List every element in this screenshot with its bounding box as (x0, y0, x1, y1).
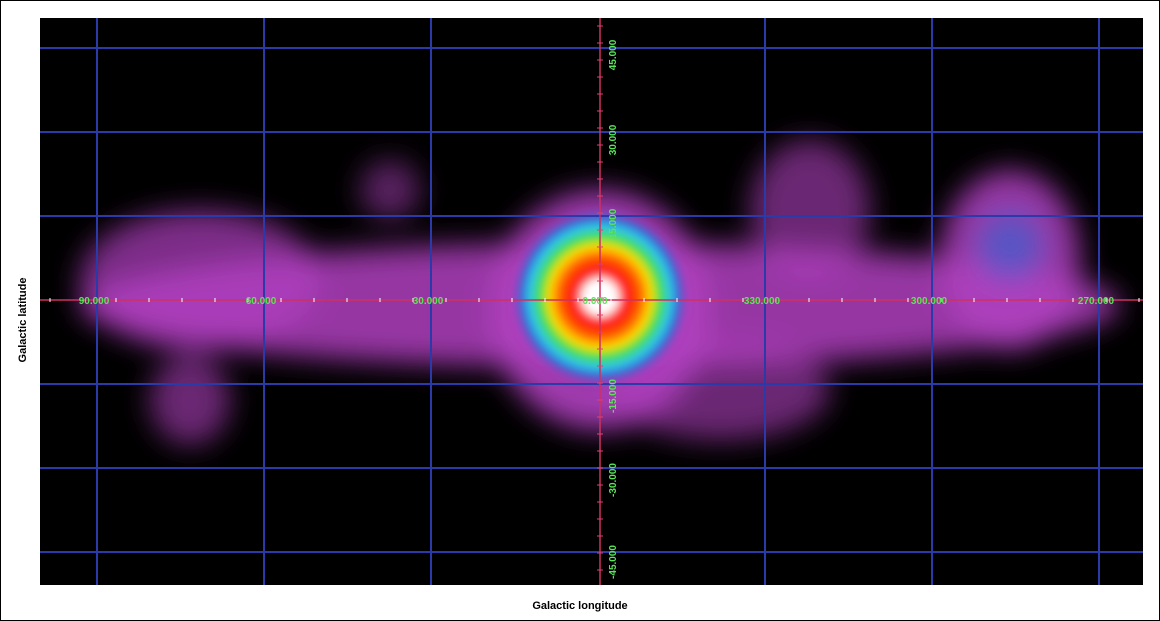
latitude-label: 15.000 (608, 208, 619, 239)
longitude-label: 270.000 (1078, 296, 1115, 307)
longitude-label: 330.000 (744, 296, 781, 307)
latitude-label: -15.000 (608, 379, 619, 413)
longitude-label: 60.000 (246, 296, 277, 307)
x-axis-label: Galactic longitude (532, 600, 627, 612)
latitude-label: -45.000 (608, 545, 619, 579)
grid (40, 18, 1143, 585)
y-axis-label: Galactic latitude (17, 278, 29, 363)
latitude-label: 45.000 (608, 39, 619, 70)
longitude-label: 30.000 (413, 296, 444, 307)
latitude-label: -30.000 (608, 463, 619, 497)
latitude-label: 30.000 (608, 124, 619, 155)
tick-labels: 90.000 60.000 30.000 0.000 330.000 300.000 270… (79, 39, 1115, 579)
longitude-label: 90.000 (79, 296, 110, 307)
longitude-label: 300.000 (911, 296, 948, 307)
longitude-label: 0.000 (582, 296, 607, 307)
